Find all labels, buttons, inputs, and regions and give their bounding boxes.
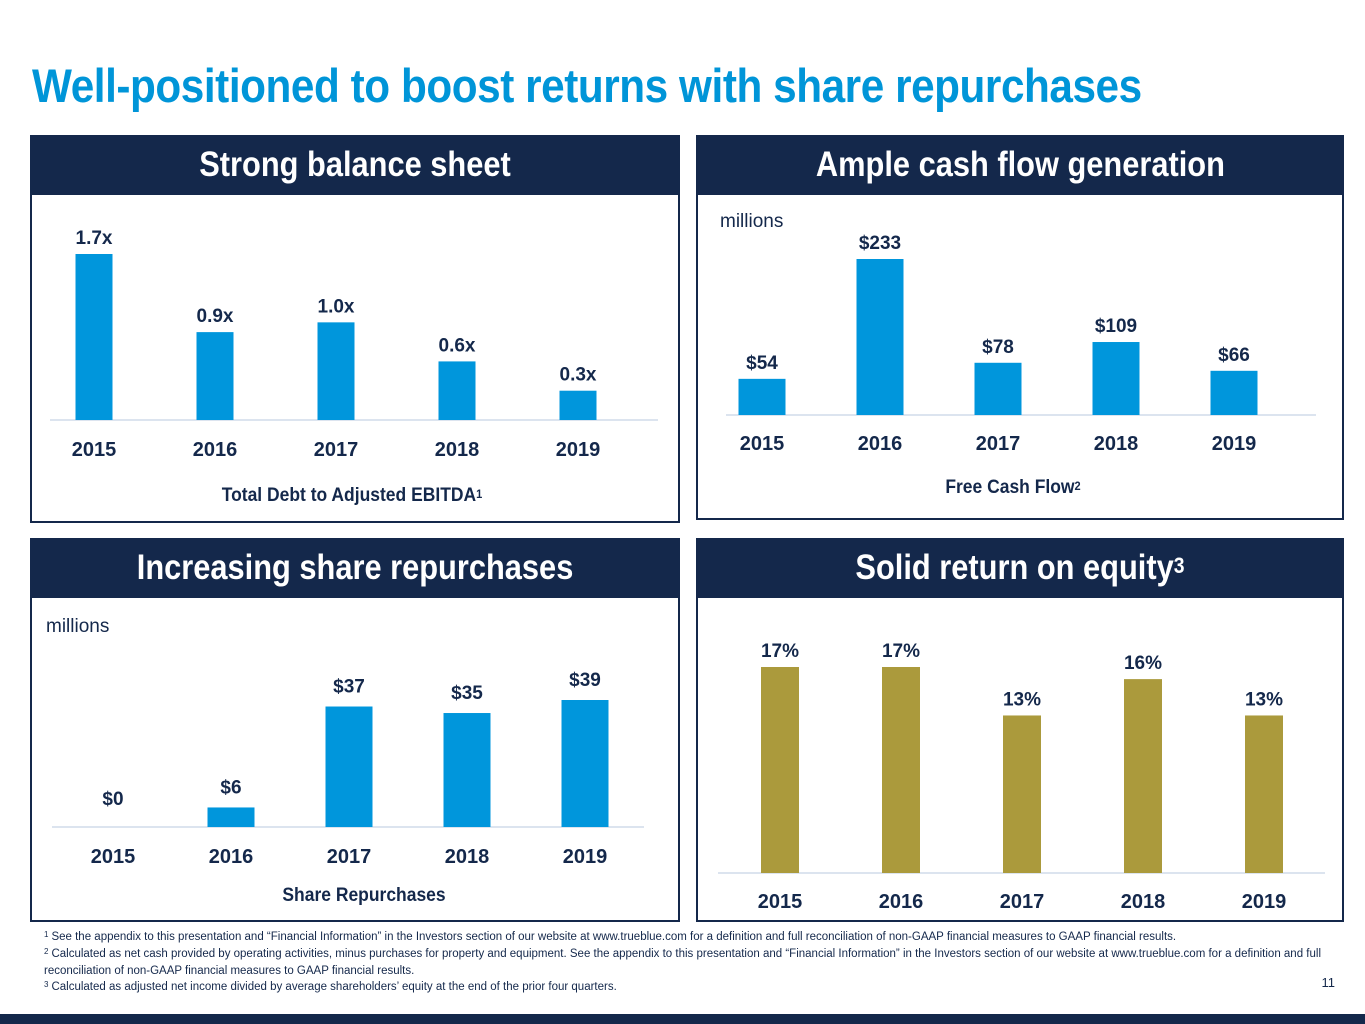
panel-header-title: Strong balance sheet: [199, 145, 511, 184]
data-label-2018: 16%: [1124, 653, 1162, 674]
bar-2018: [1124, 679, 1162, 873]
data-label-2016: $6: [220, 777, 241, 798]
panel-header-title: Ample cash flow generation: [815, 145, 1225, 184]
category-label-2019: 2019: [1212, 433, 1257, 455]
data-label-2018: 0.6x: [439, 335, 476, 356]
footnote-number: 3: [44, 980, 49, 989]
bar-2015: [75, 254, 113, 420]
panel-header: Ample cash flow generation: [696, 135, 1344, 195]
bar-2019: [559, 390, 597, 420]
category-label-2016: 2016: [879, 891, 924, 913]
panel-header: Strong balance sheet: [30, 135, 680, 195]
category-label-2017: 2017: [327, 846, 372, 868]
panel-header-title: Solid return on equity: [855, 548, 1174, 587]
panel-return-on-equity: Solid return on equity3 17% 2015 17% 2016 13…: [696, 538, 1344, 922]
category-label-2016: 2016: [193, 439, 238, 461]
chart-caption: Total Debt to Adjusted EBITDA1: [222, 485, 483, 507]
balance-sheet-chart: 1.7x 2015 0.9x 2016 1.0x 2017 0.6x 2018 0.3x 2019: [50, 228, 658, 461]
data-label-2019: 13%: [1245, 689, 1283, 710]
bar-2016: [196, 332, 234, 420]
category-label-2019: 2019: [556, 439, 601, 461]
footnote-3: 3 Calculated as adjusted net income divid…: [44, 979, 1334, 996]
data-label-2017: $37: [333, 677, 365, 698]
data-label-2015: $54: [746, 353, 778, 374]
footnote-number: 1: [44, 930, 49, 939]
data-label-2017: $78: [982, 337, 1014, 358]
panel-balance-sheet: Strong balance sheet 1.7x 2015 0.9x 2016 1.0…: [30, 135, 680, 523]
chart-caption: Share Repurchases: [282, 885, 445, 907]
data-label-2015: 1.7x: [76, 228, 113, 249]
category-label-2016: 2016: [858, 433, 903, 455]
data-label-2015: 17%: [761, 641, 799, 662]
unit-label: millions: [720, 211, 784, 232]
footnote-ref: 1: [476, 487, 483, 501]
bar-2017: [325, 706, 373, 827]
data-label-2018: $109: [1095, 316, 1137, 337]
panel-header-title: Increasing share repurchases: [136, 548, 574, 587]
chart-caption: Free Cash Flow2: [945, 477, 1080, 499]
bar-2015: [738, 378, 786, 415]
panel-header: Increasing share repurchases: [30, 538, 680, 598]
page-number: 11: [1321, 975, 1336, 990]
bar-2017: [974, 362, 1022, 415]
bar-2016: [856, 259, 904, 415]
category-label-2015: 2015: [91, 846, 136, 868]
bar-2017: [1003, 715, 1041, 873]
category-label-2019: 2019: [1242, 891, 1287, 913]
data-label-2018: $35: [451, 683, 483, 704]
category-label-2017: 2017: [314, 439, 359, 461]
share-repurchases-chart: $0 2015 $6 2016 $37 2017 $35 2018 $39 2019: [52, 670, 644, 868]
category-label-2018: 2018: [445, 846, 490, 868]
footnote-text: See the appendix to this presentation an…: [51, 931, 1177, 943]
bar-2018: [1092, 342, 1140, 415]
cash-flow-chart: $54 2015 $233 2016 $78 2017 $109 2018 $66 2019: [726, 233, 1316, 455]
caption-text: Share Repurchases: [282, 885, 446, 906]
bar-2019: [1245, 715, 1283, 873]
bottom-bar: [0, 1014, 1365, 1024]
category-label-2015: 2015: [740, 433, 785, 455]
bar-2018: [443, 713, 491, 827]
category-label-2015: 2015: [72, 439, 117, 461]
category-label-2018: 2018: [1121, 891, 1166, 913]
caption-text: Total Debt to Adjusted EBITDA: [221, 485, 477, 506]
data-label-2019: $39: [569, 670, 601, 691]
data-label-2015: $0: [102, 789, 123, 810]
caption-text: Free Cash Flow: [945, 477, 1075, 498]
panel-cash-flow: Ample cash flow generation millions $54 2…: [696, 135, 1344, 520]
category-label-2018: 2018: [435, 439, 480, 461]
panel-share-repurchases: Increasing share repurchases millions $0…: [30, 538, 680, 922]
data-label-2016: 17%: [882, 641, 920, 662]
footnote-text: Calculated as adjusted net income divide…: [51, 981, 617, 993]
category-label-2017: 2017: [1000, 891, 1045, 913]
data-label-2017: 1.0x: [318, 296, 355, 317]
bar-2016: [207, 807, 255, 827]
footnote-ref: 3: [1173, 553, 1185, 578]
footnote-1: 1 See the appendix to this presentation a…: [44, 929, 1334, 946]
data-label-2016: $233: [859, 233, 901, 254]
bar-2018: [438, 361, 476, 420]
category-label-2016: 2016: [209, 846, 254, 868]
bar-2016: [882, 667, 920, 873]
bar-2015: [761, 667, 799, 873]
footnote-number: 2: [44, 947, 49, 956]
footnote-2: 2 Calculated as net cash provided by oper…: [44, 946, 1334, 979]
category-label-2017: 2017: [976, 433, 1021, 455]
panel-header: Solid return on equity3: [696, 538, 1344, 598]
data-label-2019: $66: [1218, 345, 1250, 366]
bar-2017: [317, 322, 355, 420]
bar-2019: [1210, 370, 1258, 415]
data-label-2016: 0.9x: [197, 306, 234, 327]
bar-2019: [561, 700, 609, 827]
unit-label: millions: [46, 616, 110, 637]
footnote-ref: 2: [1074, 479, 1081, 493]
page-title: Well-positioned to boost returns with sh…: [32, 59, 1142, 112]
data-label-2017: 13%: [1003, 689, 1041, 710]
data-label-2019: 0.3x: [560, 365, 597, 386]
return-on-equity-chart: 17% 2015 17% 2016 13% 2017 16% 2018 13% 2019: [718, 641, 1325, 913]
footnote-text: Calculated as net cash provided by opera…: [44, 948, 1321, 977]
category-label-2018: 2018: [1094, 433, 1139, 455]
category-label-2019: 2019: [563, 846, 608, 868]
footnotes: 1 See the appendix to this presentation a…: [44, 929, 1334, 996]
category-label-2015: 2015: [758, 891, 803, 913]
